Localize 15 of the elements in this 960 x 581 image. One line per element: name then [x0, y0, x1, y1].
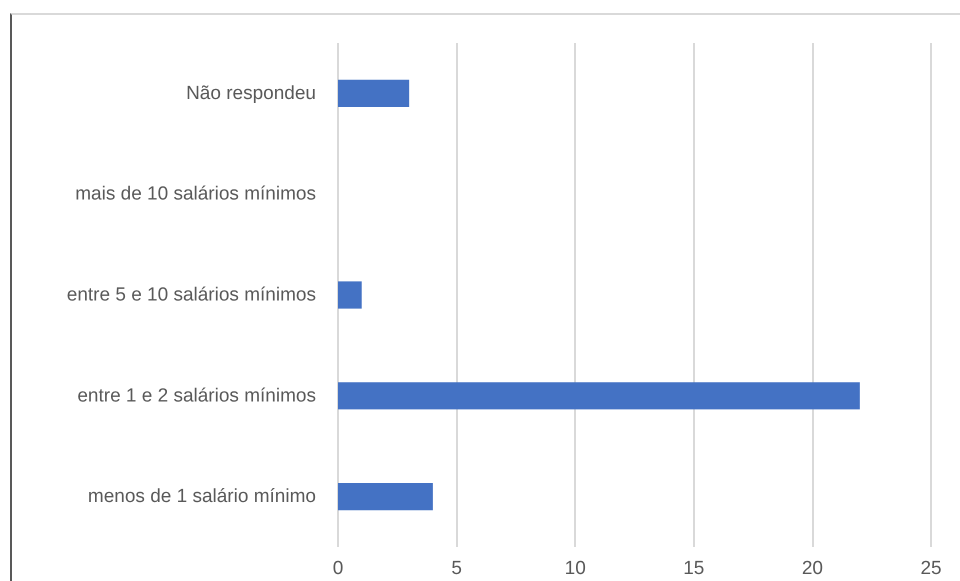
y-tick-label: menos de 1 salário mínimo: [88, 486, 316, 508]
x-tick-label: 10: [564, 558, 586, 579]
x-tick-label: 20: [802, 558, 823, 579]
bar: [338, 482, 433, 510]
x-tick-label: 15: [683, 558, 704, 579]
y-tick-label: entre 5 e 10 salários mínimos: [66, 284, 316, 306]
y-tick-label: mais de 10 salários mínimos: [75, 184, 316, 205]
bar: [338, 80, 410, 108]
bar: [338, 382, 860, 410]
x-tick-label: 0: [332, 558, 344, 579]
bar: [338, 281, 362, 309]
x-tick-label: 5: [451, 558, 462, 579]
y-tick-label: Não respondeu: [186, 82, 316, 104]
y-tick-label: entre 1 e 2 salários mínimos: [77, 385, 316, 406]
x-tick-label: 25: [920, 558, 942, 579]
